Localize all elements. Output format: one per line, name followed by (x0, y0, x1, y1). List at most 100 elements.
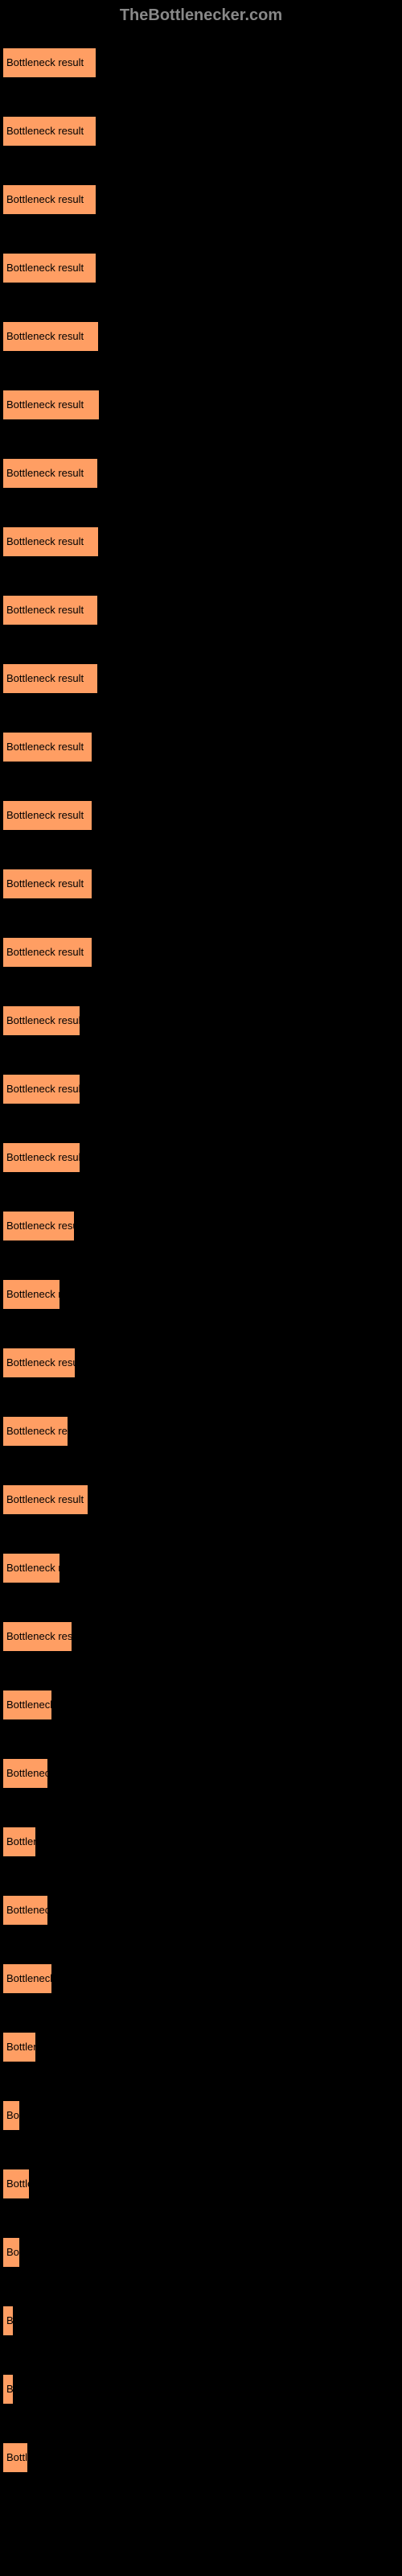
bar: Bottleneck result (3, 1554, 59, 1583)
bar-label: Bottleneck result (6, 535, 84, 547)
bar: Bottleneck result (3, 527, 98, 556)
bar: Bottleneck result (3, 390, 99, 419)
site-name: TheBottlenecker.com (120, 6, 282, 24)
bar-row: Bottleneck result (3, 1739, 399, 1807)
bar-label: Bottleneck result (6, 467, 84, 479)
bar: Bottleneck result (3, 459, 97, 488)
bar: Bottleneck result (3, 2169, 29, 2198)
bar: Bottleneck result (3, 1280, 59, 1309)
bar-label: Bottleneck result (6, 1630, 72, 1642)
bar-label: Bottleneck result (6, 398, 84, 411)
bar-label: Bottleneck result (6, 330, 84, 342)
bar-row: Bottleneck result (3, 781, 399, 849)
bar-label: Bottleneck result (6, 262, 84, 274)
bar-row: Bottleneck result (3, 1944, 399, 2013)
bar: Bottleneck result (3, 1690, 51, 1719)
bar-row: Bottleneck result (3, 2355, 399, 2423)
bar-label: Bottleneck result (6, 2041, 35, 2053)
bar-label: Bottleneck result (6, 1835, 35, 1847)
bar: Bottleneck result (3, 869, 92, 898)
bar-label: Bottleneck result (6, 2451, 27, 2463)
bar-label: Bottleneck result (6, 1220, 74, 1232)
bar-label: Bottleneck result (6, 1425, 68, 1437)
bar-row: Bottleneck result (3, 712, 399, 781)
bar: Bottleneck result (3, 664, 97, 693)
bar-label: Bottleneck result (6, 2383, 13, 2395)
bar: Bottleneck result (3, 2101, 19, 2130)
bar-row: Bottleneck result (3, 1534, 399, 1602)
bar-label: Bottleneck result (6, 2109, 19, 2121)
bar-label: Bottleneck result (6, 1904, 47, 1916)
bar-row: Bottleneck result (3, 576, 399, 644)
bar-row: Bottleneck result (3, 1807, 399, 1876)
bar-label: Bottleneck result (6, 2178, 29, 2190)
bar: Bottleneck result (3, 1006, 80, 1035)
bar-label: Bottleneck result (6, 672, 84, 684)
bar-row: Bottleneck result (3, 97, 399, 165)
bar: Bottleneck result (3, 1143, 80, 1172)
bar-label: Bottleneck result (6, 1972, 51, 1984)
bar-row: Bottleneck result (3, 849, 399, 918)
bar-label: Bottleneck result (6, 193, 84, 205)
bar: Bottleneck result (3, 938, 92, 967)
bar-row: Bottleneck result (3, 2423, 399, 2491)
bar-row: Bottleneck result (3, 233, 399, 302)
bar: Bottleneck result (3, 2033, 35, 2062)
bar-label: Bottleneck result (6, 604, 84, 616)
bar-row: Bottleneck result (3, 1328, 399, 1397)
bar-row: Bottleneck result (3, 2286, 399, 2355)
bar: Bottleneck result (3, 1896, 47, 1925)
bar-label: Bottleneck result (6, 877, 84, 890)
bar-label: Bottleneck result (6, 2314, 13, 2326)
bar: Bottleneck result (3, 185, 96, 214)
bar-row: Bottleneck result (3, 2149, 399, 2218)
bar-row: Bottleneck result (3, 507, 399, 576)
bar-row: Bottleneck result (3, 1876, 399, 1944)
bar-row: Bottleneck result (3, 28, 399, 97)
bar-row: Bottleneck result (3, 1123, 399, 1191)
bar: Bottleneck result (3, 254, 96, 283)
bar: Bottleneck result (3, 1622, 72, 1651)
bar-row: Bottleneck result (3, 2218, 399, 2286)
bar-row: Bottleneck result (3, 302, 399, 370)
bar-label: Bottleneck result (6, 1699, 51, 1711)
bar: Bottleneck result (3, 2238, 19, 2267)
bar-label: Bottleneck result (6, 809, 84, 821)
bar: Bottleneck result (3, 2306, 13, 2335)
bar-label: Bottleneck result (6, 1014, 80, 1026)
bar-label: Bottleneck result (6, 1356, 75, 1368)
bar: Bottleneck result (3, 801, 92, 830)
bar-row: Bottleneck result (3, 1260, 399, 1328)
bar-row: Bottleneck result (3, 918, 399, 986)
bar-row: Bottleneck result (3, 986, 399, 1055)
bar-row: Bottleneck result (3, 644, 399, 712)
bar: Bottleneck result (3, 117, 96, 146)
bar: Bottleneck result (3, 596, 97, 625)
bar-label: Bottleneck result (6, 741, 84, 753)
bar: Bottleneck result (3, 1075, 80, 1104)
bar-row: Bottleneck result (3, 165, 399, 233)
bar-row: Bottleneck result (3, 370, 399, 439)
bar: Bottleneck result (3, 1417, 68, 1446)
bar: Bottleneck result (3, 1964, 51, 1993)
bar-row: Bottleneck result (3, 2013, 399, 2081)
bar-row: Bottleneck result (3, 1465, 399, 1534)
bar: Bottleneck result (3, 2443, 27, 2472)
bar-row: Bottleneck result (3, 2081, 399, 2149)
bar-label: Bottleneck result (6, 1151, 80, 1163)
bar-row: Bottleneck result (3, 1191, 399, 1260)
bar-row: Bottleneck result (3, 1055, 399, 1123)
chart-area: Bottleneck result Bottleneck result Bottle… (0, 28, 402, 2491)
bar: Bottleneck result (3, 2375, 13, 2404)
bar-row: Bottleneck result (3, 439, 399, 507)
bar-label: Bottleneck result (6, 56, 84, 68)
bar-row: Bottleneck result (3, 1397, 399, 1465)
bar-row: Bottleneck result (3, 1670, 399, 1739)
bar-label: Bottleneck result (6, 125, 84, 137)
bar-label: Bottleneck result (6, 1767, 47, 1779)
bar-label: Bottleneck result (6, 1493, 84, 1505)
bar: Bottleneck result (3, 1759, 47, 1788)
bar: Bottleneck result (3, 1827, 35, 1856)
bar-label: Bottleneck result (6, 1562, 59, 1574)
bar: Bottleneck result (3, 322, 98, 351)
